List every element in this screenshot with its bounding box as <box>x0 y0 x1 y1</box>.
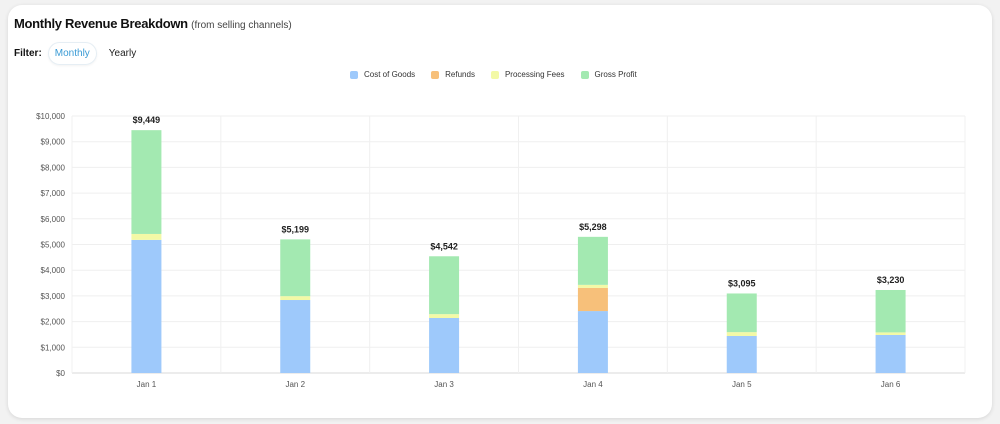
x-tick-label: Jan 5 <box>732 380 752 389</box>
bar-segment-processing-fees <box>726 332 757 336</box>
bar-segment-gross-profit <box>726 293 757 333</box>
total-label: $3,230 <box>877 275 905 285</box>
bar-segment-cost-of-goods <box>875 334 906 373</box>
bar-segment-cost-of-goods <box>131 239 162 373</box>
page-title: Monthly Revenue Breakdown (from selling … <box>14 16 292 31</box>
legend-swatch <box>580 70 589 79</box>
total-label: $5,199 <box>281 224 309 234</box>
legend-item[interactable]: Gross Profit <box>580 70 637 79</box>
y-tick-label: $2,000 <box>41 318 66 327</box>
title-text: Monthly Revenue Breakdown <box>14 16 188 31</box>
bar-segment-cost-of-goods <box>429 318 460 373</box>
bar-segment-processing-fees <box>280 296 311 301</box>
legend-label: Cost of Goods <box>364 70 416 79</box>
legend-swatch <box>431 70 440 79</box>
y-tick-label: $4,000 <box>41 266 66 275</box>
bar-segment-cost-of-goods <box>577 311 608 373</box>
total-label: $5,298 <box>579 222 607 232</box>
y-tick-label: $10,000 <box>36 112 65 121</box>
x-tick-label: Jan 1 <box>137 380 157 389</box>
y-tick-label: $3,000 <box>41 292 66 301</box>
y-tick-label: $5,000 <box>41 241 66 250</box>
legend-swatch <box>350 70 358 79</box>
subtitle: (from selling channels) <box>191 20 292 31</box>
bar-segment-refunds <box>577 287 608 312</box>
y-tick-label: $7,000 <box>41 189 66 198</box>
legend-item[interactable]: Refunds <box>431 70 475 79</box>
legend-swatch <box>490 70 499 79</box>
bar-segment-cost-of-goods <box>280 300 311 373</box>
legend-item[interactable]: Cost of Goods <box>350 70 415 79</box>
x-tick-label: Jan 2 <box>285 380 305 389</box>
chart-legend: Cost of Goods Refunds Processing Fees Gross… <box>350 70 637 79</box>
x-tick-label: Jan 3 <box>434 380 454 389</box>
filter-label: Filter: <box>14 48 42 59</box>
legend-label: Processing Fees <box>504 70 565 79</box>
x-tick-label: Jan 4 <box>583 380 603 389</box>
y-tick-label: $8,000 <box>41 163 66 172</box>
bar-segment-gross-profit <box>577 236 608 285</box>
bar-segment-gross-profit <box>280 239 311 297</box>
filter-yearly-button[interactable]: Yearly <box>108 48 137 59</box>
legend-label: Refunds <box>445 70 475 79</box>
bar-segment-cost-of-goods <box>726 335 757 373</box>
total-label: $9,449 <box>133 115 161 125</box>
bar-segment-processing-fees <box>131 233 162 240</box>
bar-segment-gross-profit <box>131 130 162 234</box>
total-label: $4,542 <box>430 241 458 251</box>
bar-segment-gross-profit <box>429 256 460 315</box>
bar-segment-processing-fees <box>875 332 906 335</box>
legend-label: Gross Profit <box>594 70 637 79</box>
bar-segment-processing-fees <box>429 314 460 319</box>
y-tick-label: $0 <box>56 369 65 378</box>
filter-bar: Filter: Monthly Yearly <box>14 42 142 65</box>
bar-segment-gross-profit <box>875 289 906 333</box>
total-label: $3,095 <box>728 278 756 288</box>
y-tick-label: $1,000 <box>41 343 66 352</box>
bar-segment-processing-fees <box>577 284 608 288</box>
filter-monthly-button[interactable]: Monthly <box>47 42 97 65</box>
legend-item[interactable]: Processing Fees <box>490 70 565 79</box>
chart-card <box>8 5 992 418</box>
y-tick-label: $6,000 <box>41 215 66 224</box>
y-tick-label: $9,000 <box>41 138 66 147</box>
x-tick-label: Jan 6 <box>881 380 901 389</box>
